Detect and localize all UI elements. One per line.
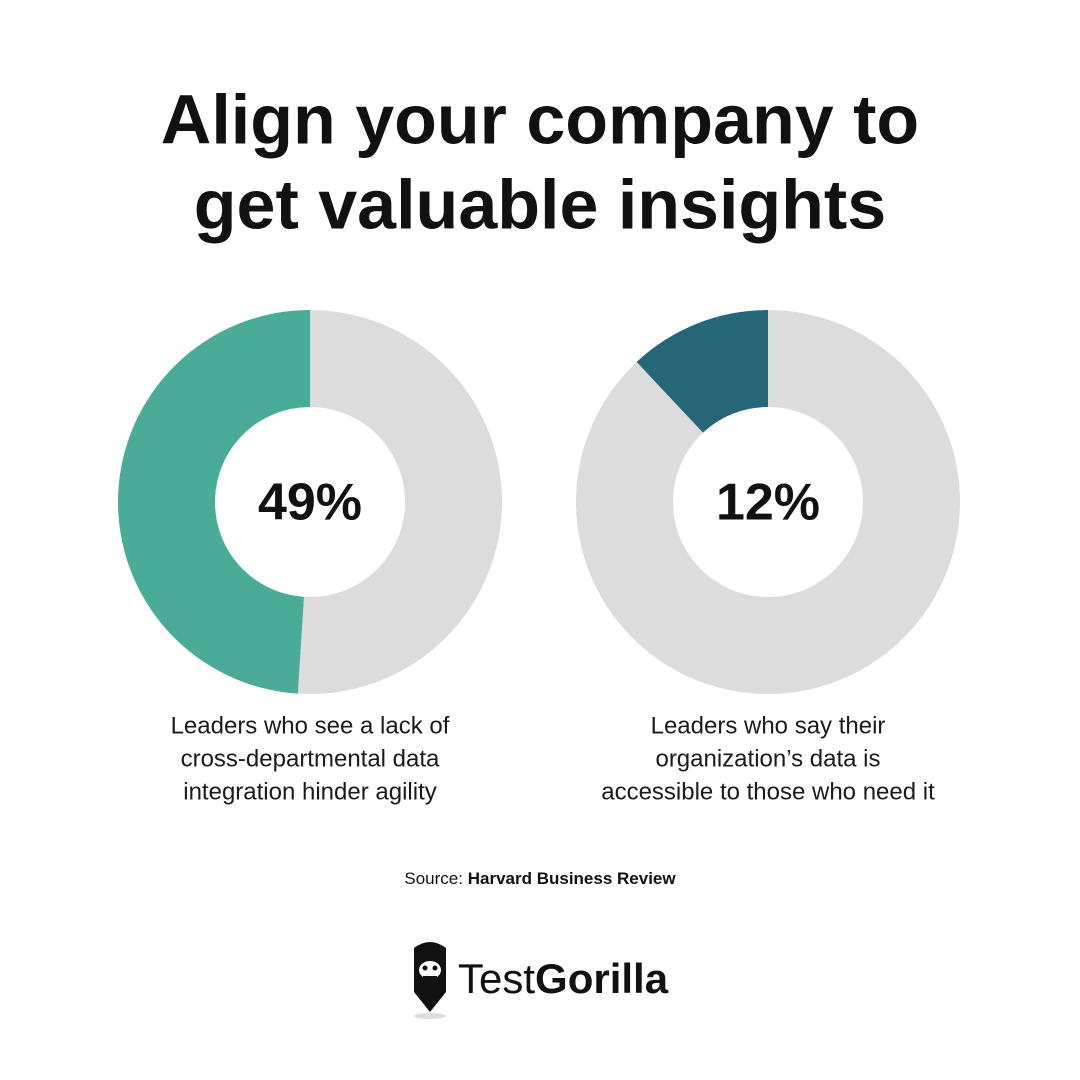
source-label: Source: [404,869,463,888]
caption-line: Leaders who see a lack of [171,712,450,739]
caption-line: integration hinder agility [183,778,437,805]
donut-slice [297,310,502,694]
donut-slice [117,310,310,694]
donut-slice [636,310,768,433]
title-line: get valuable insights [194,165,886,243]
caption-line: Leaders who say their [651,712,886,739]
center-label: 49% [258,474,362,532]
caption-line: accessible to those who need it [601,778,935,805]
source: Source: Harvard Business Review [404,869,676,888]
brand: TestGorilla [458,955,669,1002]
donut-slice [576,310,960,694]
caption-line: organization’s data is [655,745,880,772]
brand-second: Gorilla [535,955,669,1002]
caption-line: cross-departmental data [181,745,440,772]
logo-icon [414,942,446,1019]
source-name: Harvard Business Review [468,869,677,888]
brand-first: Test [458,955,535,1002]
center-label: 12% [716,474,820,532]
title-line: Align your company to [161,80,919,158]
